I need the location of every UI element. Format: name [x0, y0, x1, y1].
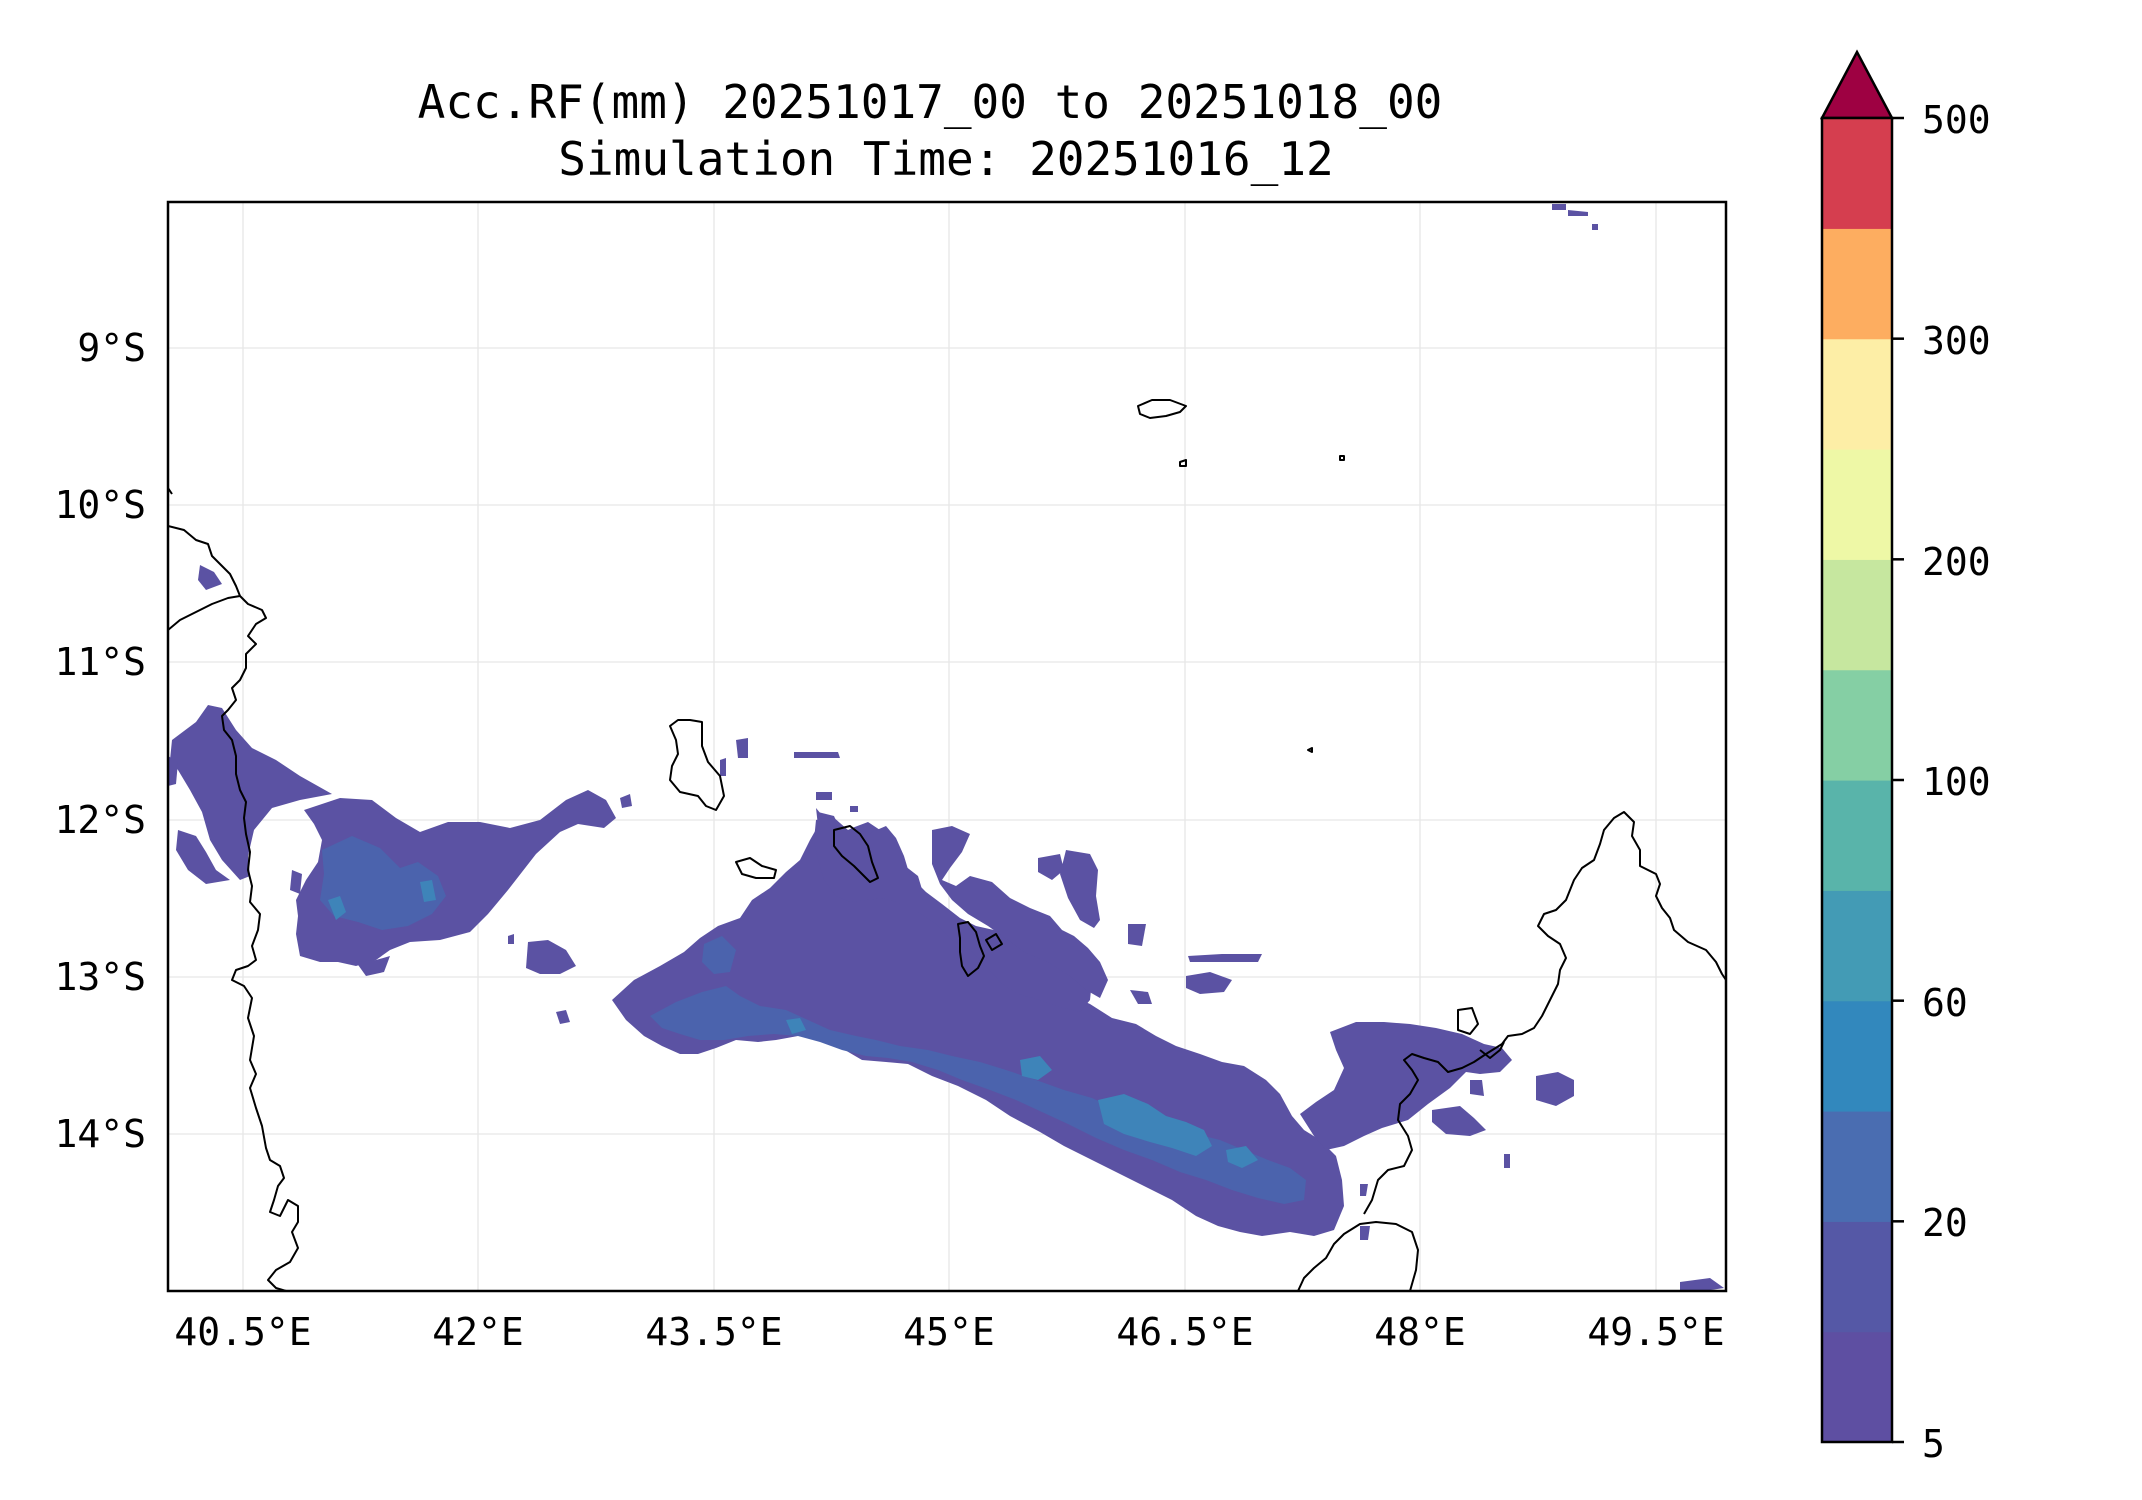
colorbar-band	[1822, 1221, 1892, 1333]
grande-comore-outline	[669, 719, 725, 811]
colorbar: 500 300 200 100 60 20 5	[1819, 49, 1991, 1466]
colorbar-band	[1822, 1111, 1892, 1222]
x-tick-label: 40.5°E	[174, 1310, 311, 1354]
x-tick-label: 43.5°E	[645, 1310, 782, 1354]
colorbar-tick-label: 500	[1922, 98, 1991, 142]
anjouan-outline	[957, 921, 985, 977]
map-frame	[166, 200, 1728, 1293]
gridlines	[168, 202, 1726, 1291]
colorbar-tick-label: 300	[1922, 319, 1991, 363]
y-axis: 9°S 10°S 11°S 12°S 13°S 14°S	[54, 326, 146, 1156]
y-tick-label: 9°S	[77, 326, 146, 370]
colorbar-band	[1822, 1331, 1892, 1443]
coastlines	[168, 399, 1726, 1291]
madagascar-coastline	[1297, 1221, 1419, 1291]
mayotte-outline	[833, 825, 879, 883]
map-title-line1: Acc.RF(mm) 20251017_00 to 20251018_00	[418, 75, 1443, 129]
aldabra-outline	[1137, 399, 1187, 419]
africa-coastline	[168, 525, 299, 1291]
colorbar-tick-label: 200	[1922, 540, 1991, 584]
x-tick-label: 42°E	[432, 1310, 524, 1354]
x-tick-label: 45°E	[903, 1310, 995, 1354]
x-axis: 40.5°E 42°E 43.5°E 45°E 46.5°E 48°E 49.5…	[174, 1310, 1724, 1354]
colorbar-tick-label: 20	[1922, 1201, 1968, 1245]
x-tick-label: 46.5°E	[1116, 1310, 1253, 1354]
colorbar-band	[1822, 338, 1892, 450]
colorbar-band	[1822, 1000, 1892, 1112]
colorbar-band	[1822, 559, 1892, 671]
y-tick-label: 12°S	[54, 798, 146, 842]
colorbar-band	[1822, 228, 1892, 340]
x-tick-label: 48°E	[1374, 1310, 1466, 1354]
y-tick-label: 10°S	[54, 483, 146, 527]
colorbar-band	[1822, 780, 1892, 891]
colorbar-tick-label: 100	[1922, 760, 1991, 804]
rain-area-madagascar	[1300, 1022, 1512, 1150]
colorbar-tick-label: 60	[1922, 981, 1968, 1025]
colorbar-band	[1822, 669, 1892, 781]
colorbar-band	[1822, 118, 1892, 229]
map-panel	[168, 202, 1726, 1291]
colorbar-band	[1822, 890, 1892, 1002]
y-tick-label: 14°S	[54, 1112, 146, 1156]
y-tick-label: 13°S	[54, 955, 146, 999]
y-tick-label: 11°S	[54, 640, 146, 684]
colorbar-extend-arrow	[1819, 49, 1895, 120]
moheli-outline	[735, 857, 777, 879]
colorbar-tick-label: 5	[1922, 1422, 1945, 1466]
map-title-line2: Simulation Time: 20251016_12	[558, 132, 1333, 186]
x-tick-label: 49.5°E	[1587, 1310, 1724, 1354]
rainfall-contours	[168, 204, 1724, 1291]
rain-core-heavy	[1098, 1094, 1212, 1156]
colorbar-band	[1822, 449, 1892, 560]
rain-area-west-coast	[170, 705, 332, 880]
